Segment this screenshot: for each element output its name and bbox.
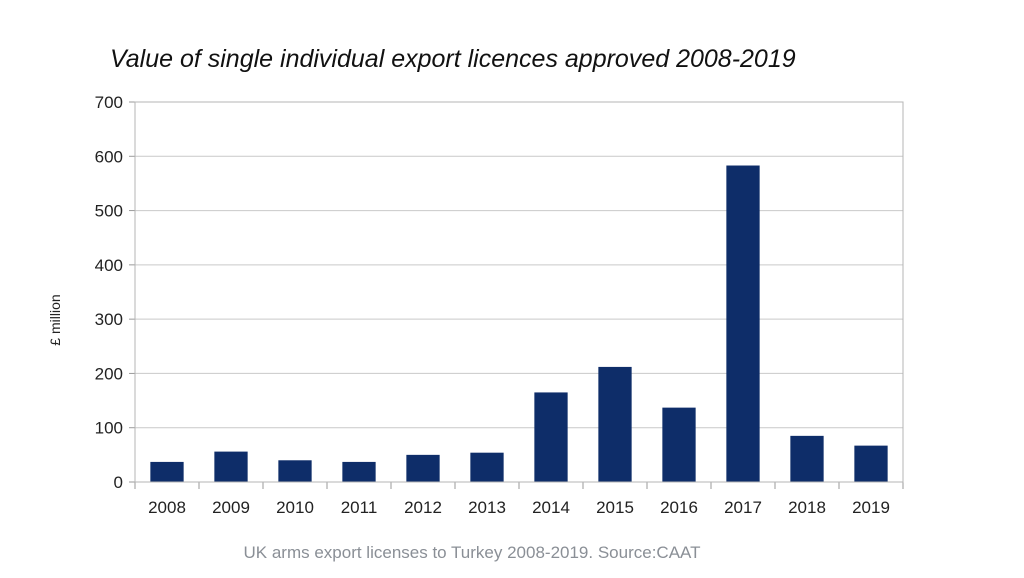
x-tick-label: 2018 (788, 498, 826, 517)
bar-2011 (342, 461, 376, 482)
bar-2008 (150, 461, 184, 482)
x-tick-label: 2014 (532, 498, 570, 517)
bar-2013 (470, 452, 504, 482)
x-tick-label: 2013 (468, 498, 506, 517)
figure-caption: UK arms export licenses to Turkey 2008-2… (243, 543, 701, 562)
chart-title: Value of single individual export licenc… (110, 45, 796, 73)
x-tick-label: 2008 (148, 498, 186, 517)
bar-2019 (854, 445, 888, 482)
y-tick-label: 400 (95, 256, 123, 275)
bar-2014 (534, 392, 568, 482)
x-tick-label: 2010 (276, 498, 314, 517)
y-tick-label: 0 (114, 473, 123, 492)
bar-2010 (278, 460, 312, 482)
x-tick-label: 2011 (341, 498, 378, 517)
bar-2015 (598, 366, 632, 482)
bar-2009 (214, 451, 248, 482)
x-tick-label: 2009 (212, 498, 250, 517)
x-tick-label: 2019 (852, 498, 890, 517)
bar-2017 (726, 165, 760, 482)
y-tick-label: 100 (95, 419, 123, 438)
axes (134, 101, 904, 489)
x-axis-ticks: 2008 2009 2010 2011 2012 2013 2014 2015 2016 2017… (148, 498, 890, 517)
bar-2018 (790, 435, 824, 482)
bars (150, 165, 888, 482)
y-axis-label: £ million (47, 294, 63, 345)
x-tick-label: 2015 (596, 498, 634, 517)
y-tick-label: 600 (95, 147, 123, 166)
bar-2012 (406, 454, 440, 482)
y-tick-label: 500 (95, 202, 123, 221)
y-tick-label: 700 (95, 93, 123, 112)
x-tick-label: 2012 (404, 498, 442, 517)
bar-2016 (662, 407, 696, 482)
plot-frame (134, 101, 904, 483)
x-tick-label: 2017 (724, 498, 762, 517)
gridlines (135, 101, 903, 483)
y-axis-ticks: 0 100 200 300 400 500 600 700 (95, 93, 135, 492)
y-tick-label: 200 (95, 364, 123, 383)
x-tick-label: 2016 (660, 498, 698, 517)
y-tick-label: 300 (95, 310, 123, 329)
